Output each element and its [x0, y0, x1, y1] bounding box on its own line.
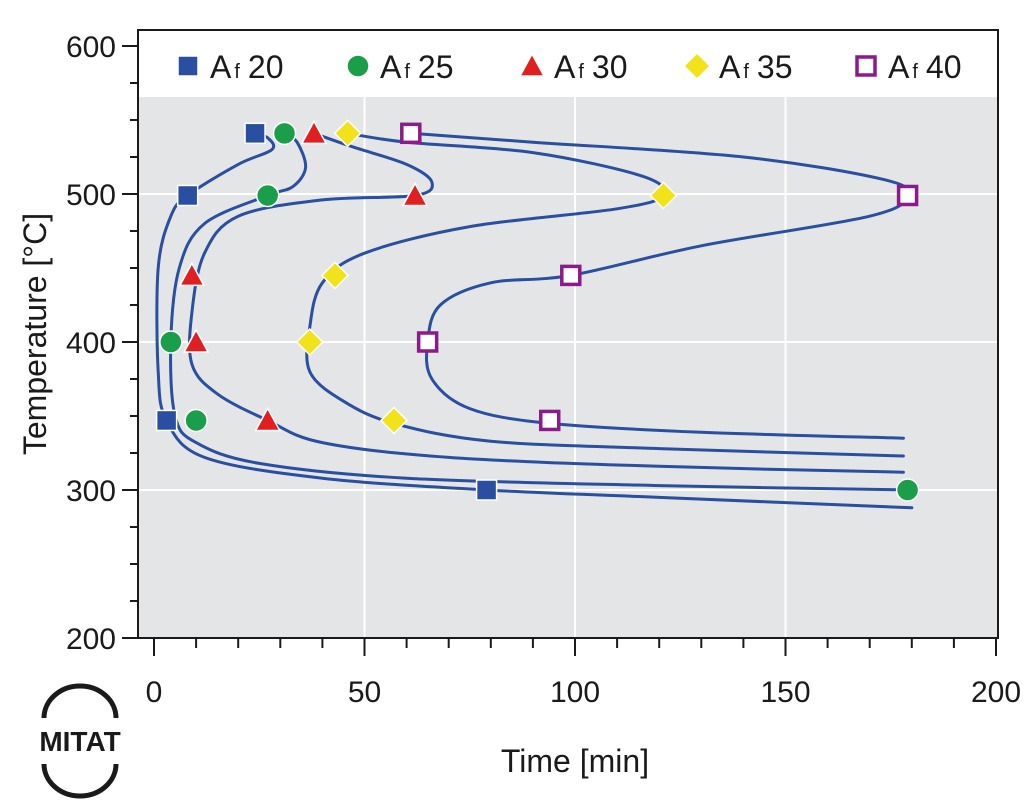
data-point-series-5 — [416, 331, 439, 353]
plot-frame — [137, 29, 999, 639]
data-point-series-3 — [254, 406, 281, 432]
data-point-series-2 — [255, 183, 280, 208]
data-point-series-4 — [649, 181, 678, 210]
x-axis-title: Time [min] — [501, 743, 649, 779]
plot-background — [138, 30, 998, 638]
data-point-series-4 — [295, 327, 324, 357]
x-tick-label: 150 — [760, 676, 810, 709]
axes: 0 50 100 150 200 200 300 400 500 600 — [66, 31, 1021, 709]
legend-marker-4 — [682, 51, 712, 81]
data-point-series-5 — [538, 409, 561, 432]
x-tick-label: 50 — [348, 676, 381, 709]
x-tick-label: 0 — [146, 676, 163, 709]
data-point-series-2 — [272, 121, 297, 146]
legend-marker-2 — [346, 54, 370, 78]
y-tick-label: 200 — [66, 623, 116, 656]
data-point-series-5 — [560, 264, 582, 287]
x-tick-label: 200 — [971, 676, 1021, 709]
data-point-series-2 — [184, 408, 208, 433]
legend-background — [139, 31, 997, 97]
y-tick-label: 400 — [66, 327, 116, 360]
data-point-series-1 — [176, 184, 199, 207]
y-axis-title: Temperature [°C] — [17, 213, 53, 455]
data-point-series-3 — [300, 119, 328, 145]
series-line-2 — [169, 131, 914, 492]
legend-marker-3 — [518, 52, 546, 77]
data-point-series-1 — [155, 409, 178, 432]
legend-marker-1 — [177, 55, 199, 77]
series-line-1 — [155, 131, 914, 510]
data-point-series-5 — [896, 184, 919, 207]
y-tick-label: 600 — [66, 31, 116, 64]
y-tick-label: 300 — [66, 475, 116, 508]
logo-text: MITAT — [39, 726, 120, 757]
data-point-series-5 — [400, 122, 422, 145]
data-point-series-2 — [895, 478, 920, 502]
legend-marker-5 — [855, 55, 877, 77]
data-point-series-1 — [475, 479, 498, 501]
data-markers — [155, 119, 920, 502]
data-point-series-1 — [244, 122, 266, 145]
x-tick-label: 100 — [550, 676, 600, 709]
series-line-3 — [188, 131, 905, 474]
data-point-series-3 — [401, 181, 429, 207]
data-point-series-3 — [182, 328, 210, 353]
data-point-series-4 — [320, 261, 350, 290]
mitat-logo: MITAT — [39, 683, 121, 799]
data-point-series-4 — [333, 119, 362, 148]
y-tick-label: 500 — [66, 179, 116, 212]
data-point-series-2 — [159, 330, 183, 354]
data-point-series-3 — [178, 261, 206, 287]
data-point-series-4 — [379, 406, 409, 435]
